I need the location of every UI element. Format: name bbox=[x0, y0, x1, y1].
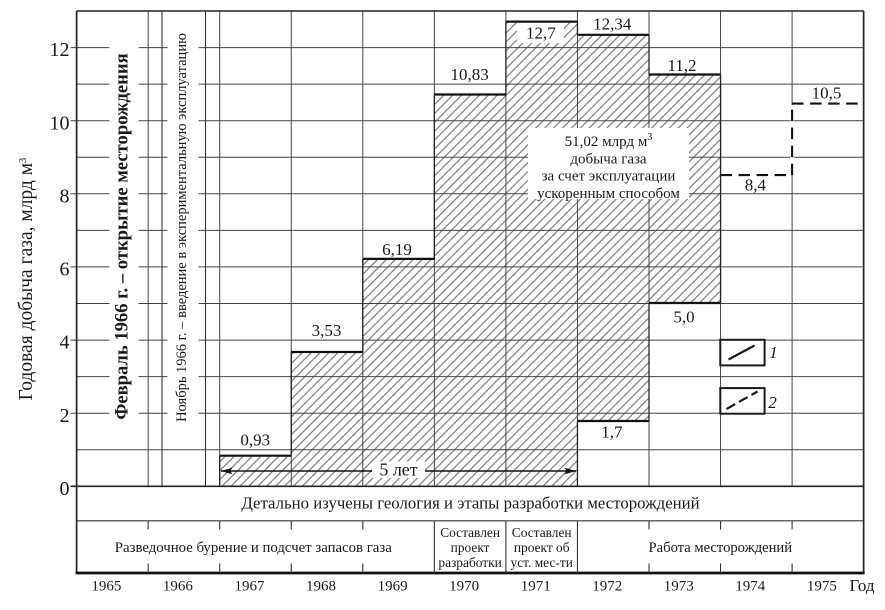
svg-text:1970: 1970 bbox=[449, 579, 479, 595]
svg-text:1972: 1972 bbox=[592, 579, 622, 595]
svg-text:6: 6 bbox=[60, 259, 70, 281]
svg-text:8,4: 8,4 bbox=[745, 176, 767, 195]
svg-text:11,2: 11,2 bbox=[667, 56, 696, 75]
svg-text:Ноябрь 1966 г. – введение в эк: Ноябрь 1966 г. – введение в эксперимента… bbox=[174, 33, 190, 422]
svg-text:10,83: 10,83 bbox=[450, 65, 488, 84]
svg-text:Февраль 1966 г. – открытие мес: Февраль 1966 г. – открытие месторождения bbox=[112, 53, 133, 419]
svg-text:5 лет: 5 лет bbox=[379, 460, 417, 480]
svg-text:12: 12 bbox=[50, 39, 70, 61]
svg-text:1974: 1974 bbox=[735, 579, 766, 595]
svg-text:Год: Год bbox=[850, 576, 875, 595]
svg-text:добыча газа: добыча газа bbox=[570, 151, 647, 167]
svg-text:3,53: 3,53 bbox=[312, 321, 342, 340]
svg-text:8: 8 bbox=[60, 185, 70, 207]
svg-text:2: 2 bbox=[60, 405, 70, 427]
svg-text:проект: проект bbox=[451, 540, 490, 555]
svg-text:51,02 млрд м3: 51,02 млрд м3 bbox=[565, 132, 653, 150]
svg-text:4: 4 bbox=[60, 332, 70, 354]
svg-text:Составлен: Составлен bbox=[512, 525, 572, 540]
svg-text:10,5: 10,5 bbox=[812, 83, 842, 102]
svg-text:за счет эксплуатации: за счет эксплуатации bbox=[542, 169, 676, 185]
svg-text:Разведочное бурение и подсчет: Разведочное бурение и подсчет запасов га… bbox=[115, 540, 392, 556]
svg-text:5,0: 5,0 bbox=[673, 308, 694, 327]
svg-text:1971: 1971 bbox=[521, 579, 551, 595]
svg-text:1968: 1968 bbox=[306, 579, 336, 595]
svg-text:Составлен: Составлен bbox=[440, 525, 500, 540]
svg-text:6,19: 6,19 bbox=[382, 240, 412, 259]
svg-text:Работа месторождений: Работа месторождений bbox=[649, 540, 793, 556]
svg-text:Детально изучены геология и э: Детально изучены геология и этапы разраб… bbox=[241, 494, 699, 513]
svg-text:1975: 1975 bbox=[807, 579, 837, 595]
svg-text:ускоренным способом: ускоренным способом bbox=[537, 186, 680, 202]
svg-text:1969: 1969 bbox=[378, 579, 408, 595]
svg-text:1967: 1967 bbox=[235, 579, 266, 595]
svg-text:10: 10 bbox=[50, 112, 70, 134]
svg-text:1966: 1966 bbox=[163, 579, 194, 595]
svg-text:разработки: разработки bbox=[438, 555, 501, 570]
svg-text:2: 2 bbox=[768, 393, 777, 412]
svg-text:1965: 1965 bbox=[91, 579, 121, 595]
svg-text:уст. мес-ти: уст. мес-ти bbox=[511, 555, 573, 570]
svg-text:1: 1 bbox=[769, 343, 778, 362]
svg-text:1973: 1973 bbox=[664, 579, 694, 595]
svg-text:1,7: 1,7 bbox=[601, 423, 623, 442]
svg-text:проект об: проект об bbox=[514, 540, 570, 555]
svg-text:12,34: 12,34 bbox=[593, 14, 632, 33]
svg-text:12,7: 12,7 bbox=[526, 24, 556, 43]
svg-text:0: 0 bbox=[60, 478, 70, 500]
svg-text:Годовая добыча газа, млрд м3: Годовая добыча газа, млрд м3 bbox=[16, 158, 37, 401]
svg-text:0,93: 0,93 bbox=[240, 431, 270, 450]
